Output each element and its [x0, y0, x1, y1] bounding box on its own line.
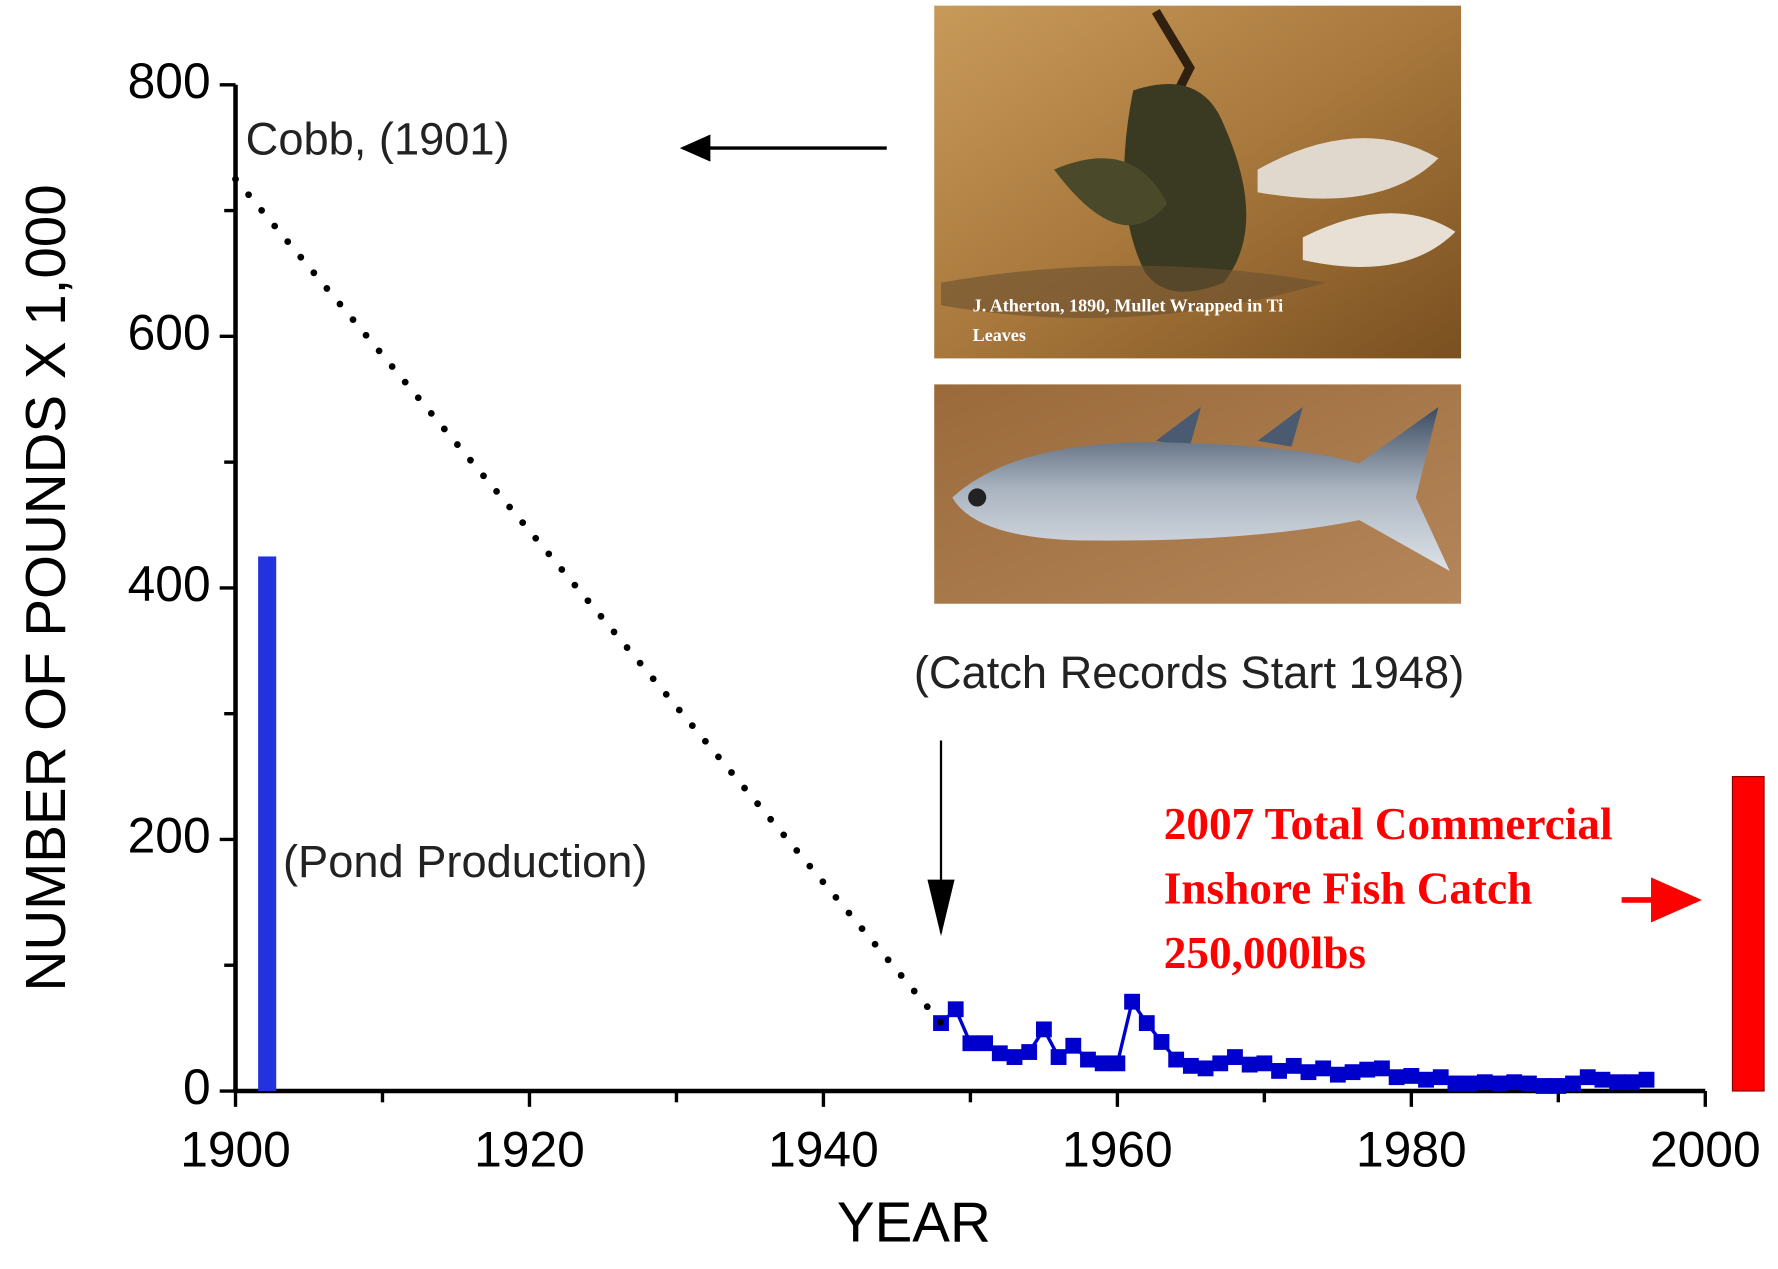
- marker: [1315, 1060, 1331, 1076]
- marker: [1580, 1069, 1596, 1085]
- annotation: 2007 Total Commercial: [1164, 799, 1613, 849]
- marker: [1624, 1074, 1640, 1090]
- marker: [1594, 1072, 1610, 1088]
- x-tick-label: 1920: [474, 1121, 585, 1177]
- marker: [1301, 1064, 1317, 1080]
- y-axis-title: NUMBER OF POUNDS X 1,000: [14, 184, 77, 991]
- bar: [258, 556, 276, 1091]
- x-tick-label: 1960: [1062, 1121, 1173, 1177]
- marker: [1345, 1064, 1361, 1080]
- marker: [1521, 1076, 1537, 1092]
- marker: [1374, 1060, 1390, 1076]
- y-tick-label: 400: [128, 556, 211, 612]
- fish-photo: [934, 384, 1461, 603]
- marker: [1448, 1076, 1464, 1092]
- marker: [1256, 1055, 1272, 1071]
- caption: Leaves: [973, 325, 1026, 345]
- marker: [948, 1001, 964, 1017]
- marker: [1565, 1076, 1581, 1092]
- marker: [1095, 1055, 1111, 1071]
- marker: [1271, 1063, 1287, 1079]
- caption: J. Atherton, 1890, Mullet Wrapped in Ti: [973, 296, 1284, 316]
- x-tick-label: 1980: [1356, 1121, 1467, 1177]
- marker: [1550, 1078, 1566, 1094]
- annotation: (Catch Records Start 1948): [914, 647, 1464, 698]
- annotation: Cobb, (1901): [246, 113, 510, 164]
- marker: [1536, 1078, 1552, 1094]
- y-tick-label: 0: [183, 1059, 211, 1115]
- marker: [977, 1035, 993, 1051]
- marker: [1168, 1052, 1184, 1068]
- marker: [1227, 1049, 1243, 1065]
- y-tick-label: 200: [128, 808, 211, 864]
- x-tick-label: 1940: [768, 1121, 879, 1177]
- marker: [1286, 1058, 1302, 1074]
- x-tick-label: 1900: [180, 1121, 291, 1177]
- marker: [1242, 1057, 1258, 1073]
- marker: [1007, 1049, 1023, 1065]
- marker: [992, 1045, 1008, 1061]
- annotation: (Pond Production): [283, 836, 647, 887]
- series-line: [236, 179, 941, 1023]
- bar: [1732, 777, 1764, 1091]
- arrowhead: [927, 880, 954, 937]
- marker: [1492, 1076, 1508, 1092]
- marker: [1462, 1076, 1478, 1092]
- marker: [962, 1035, 978, 1051]
- chart: J. Atherton, 1890, Mullet Wrapped in Ti …: [0, 0, 1778, 1264]
- annotation: Inshore Fish Catch: [1164, 864, 1533, 914]
- marker: [1080, 1052, 1096, 1068]
- y-tick-label: 800: [128, 53, 211, 109]
- marker: [1109, 1055, 1125, 1071]
- marker: [1036, 1021, 1052, 1037]
- marker: [1609, 1074, 1625, 1090]
- marker: [1403, 1068, 1419, 1084]
- marker: [1198, 1060, 1214, 1076]
- marker: [1051, 1049, 1067, 1065]
- marker: [1433, 1069, 1449, 1085]
- marker: [1506, 1074, 1522, 1090]
- marker: [1418, 1072, 1434, 1088]
- marker: [1021, 1044, 1037, 1060]
- y-tick-label: 600: [128, 304, 211, 360]
- painting: J. Atherton, 1890, Mullet Wrapped in Ti …: [934, 6, 1461, 359]
- marker: [1065, 1038, 1081, 1054]
- marker: [1124, 994, 1140, 1010]
- marker: [1639, 1072, 1655, 1088]
- x-axis-title: YEAR: [837, 1191, 991, 1254]
- marker: [1212, 1055, 1228, 1071]
- marker: [1389, 1069, 1405, 1085]
- marker: [1154, 1034, 1170, 1050]
- marker: [1477, 1074, 1493, 1090]
- x-tick-label: 2000: [1650, 1121, 1761, 1177]
- page: J. Atherton, 1890, Mullet Wrapped in Ti …: [0, 0, 1778, 1269]
- marker: [1359, 1062, 1375, 1078]
- marker: [1330, 1067, 1346, 1083]
- annotation: 250,000lbs: [1164, 928, 1366, 978]
- marker: [1139, 1015, 1155, 1031]
- marker: [1183, 1058, 1199, 1074]
